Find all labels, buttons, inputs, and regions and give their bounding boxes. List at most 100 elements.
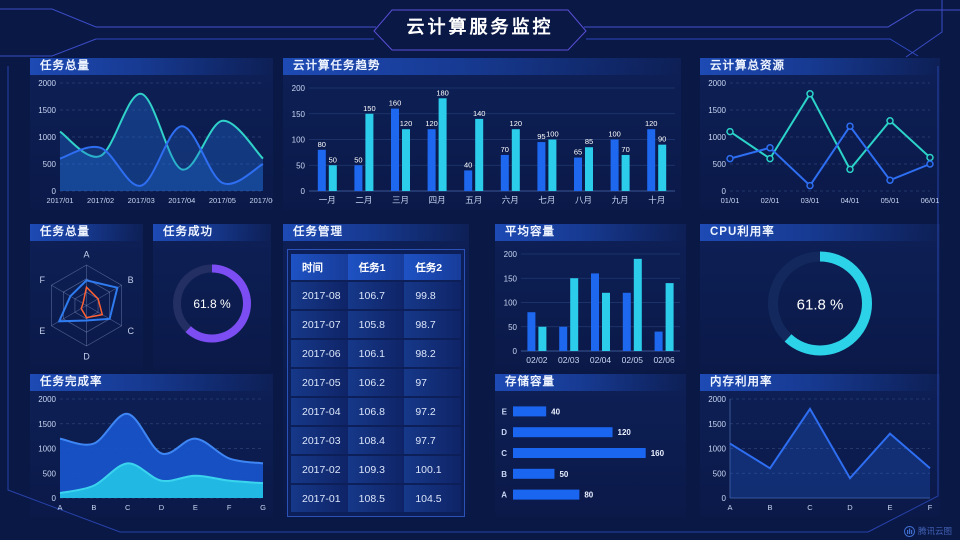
svg-text:三月: 三月: [392, 195, 409, 205]
panel-avg-capacity: 平均容量 0 50 100 150 200 02/02 02/03 02/04 02/05 02/…: [495, 224, 686, 370]
task-table: 时间 任务1 任务2 2017-08 106.7 99.8 2017-07 105.8 98.7…: [291, 252, 461, 514]
svg-text:50: 50: [354, 155, 362, 164]
table-row: 2017-08 106.7 99.8: [291, 282, 461, 309]
panel-task-completion: 任务完成率 0 500 1000 1500 2000 A B C D E F G: [30, 374, 273, 517]
svg-text:2017/04: 2017/04: [168, 196, 195, 205]
panel-title-bar: 云计算任务趋势: [283, 58, 681, 75]
svg-text:F: F: [928, 503, 933, 512]
table-cell: 97: [404, 369, 461, 396]
page-title: 云计算服务监控: [406, 17, 554, 37]
panel-memory-usage: 内存利用率 0 500 1000 1500 2000 A B C D E F: [700, 374, 940, 517]
table-cell: 105.8: [347, 311, 405, 338]
svg-text:80: 80: [584, 491, 593, 500]
table-cell: 2017-04: [291, 398, 348, 425]
panel-title-bar: 任务总量: [30, 58, 273, 75]
svg-text:50: 50: [329, 155, 337, 164]
table-row: 2017-02 109.3 100.1: [291, 456, 461, 483]
svg-text:500: 500: [713, 469, 727, 478]
svg-text:0: 0: [722, 187, 727, 196]
svg-text:160: 160: [389, 99, 402, 108]
cpu-usage-gauge-chart[interactable]: 61.8 %: [700, 241, 940, 366]
table-header-row: 时间 任务1 任务2: [291, 254, 461, 280]
svg-text:85: 85: [585, 137, 593, 146]
svg-text:90: 90: [658, 135, 666, 144]
svg-text:D: D: [501, 428, 507, 437]
svg-text:2017/06: 2017/06: [249, 196, 273, 205]
svg-text:1000: 1000: [708, 133, 726, 142]
svg-text:40: 40: [551, 407, 560, 416]
svg-text:150: 150: [363, 104, 376, 113]
table-cell: 2017-03: [291, 427, 348, 454]
svg-text:A: A: [83, 249, 89, 259]
task-completion-chart[interactable]: 0 500 1000 1500 2000 A B C D E F G: [30, 391, 273, 513]
panel-title-bar: 平均容量: [495, 224, 686, 241]
svg-text:150: 150: [292, 110, 306, 119]
panel-title-text: 云计算总资源: [710, 60, 785, 72]
panel-cpu-usage: CPU利用率 61.8 %: [700, 224, 940, 370]
svg-text:0: 0: [722, 494, 727, 503]
table-cell: 2017-08: [291, 282, 348, 309]
svg-text:D: D: [83, 352, 90, 362]
panel-title-text: 云计算任务趋势: [293, 60, 381, 72]
svg-text:九月: 九月: [612, 195, 629, 205]
svg-text:0: 0: [513, 347, 518, 356]
table-cell: 106.1: [347, 340, 405, 367]
task-success-gauge-chart[interactable]: 61.8 %: [153, 241, 271, 366]
svg-text:1000: 1000: [38, 133, 56, 142]
table-header-cell: 任务2: [404, 254, 461, 280]
memory-usage-chart[interactable]: 0 500 1000 1500 2000 A B C D E F: [700, 391, 940, 513]
svg-text:70: 70: [621, 145, 629, 154]
svg-text:四月: 四月: [429, 195, 446, 205]
svg-text:B: B: [767, 503, 772, 512]
table-row: 2017-04 106.8 97.2: [291, 398, 461, 425]
table-cell: 97.2: [404, 398, 461, 425]
svg-text:160: 160: [651, 449, 665, 458]
table-cell: 108.5: [347, 485, 405, 512]
svg-text:02/06: 02/06: [653, 355, 675, 365]
table-header-cell: 任务1: [347, 254, 405, 280]
svg-text:七月: 七月: [538, 195, 555, 205]
svg-text:0: 0: [52, 494, 57, 503]
table-cell: 2017-05: [291, 369, 348, 396]
svg-text:2017/02: 2017/02: [87, 196, 114, 205]
svg-text:04/01: 04/01: [841, 196, 860, 205]
svg-text:01/01: 01/01: [721, 196, 740, 205]
panel-title-text: 任务总量: [40, 60, 90, 72]
panel-task-table: 任务管理 时间 任务1 任务2 2017-08 106.7 99.8 2017-07 105.…: [283, 224, 469, 517]
svg-text:120: 120: [425, 119, 438, 128]
svg-text:65: 65: [574, 148, 582, 157]
panel-title-bar: CPU利用率: [700, 224, 940, 241]
svg-text:八月: 八月: [575, 195, 592, 205]
avg-capacity-chart[interactable]: 0 50 100 150 200 02/02 02/03 02/04 02/05 02/06: [495, 241, 686, 366]
panel-title-bar: 任务管理: [283, 224, 469, 241]
task-total-trend-chart[interactable]: 0 500 1000 1500 2000 2017/01 2017/02 2017/03 201…: [30, 75, 273, 206]
table-cell: 99.8: [404, 282, 461, 309]
cloud-task-trend-chart[interactable]: 0 50 100 150 200 一月 80 50 二月 50 150 三月 160 120 四月 120 18…: [283, 75, 681, 206]
svg-text:02/02: 02/02: [526, 355, 548, 365]
task-total-radar-chart[interactable]: A B C D E F: [30, 241, 143, 366]
panel-task-total: 任务总量 0 500 1000 1500 2000 2017/01 2017/02 2017/…: [30, 58, 273, 210]
svg-text:100: 100: [504, 299, 518, 308]
cloud-resources-chart[interactable]: 0 500 1000 1500 2000 01/01 02/01 03/01 04/01 05/0…: [700, 75, 940, 206]
task-table-container[interactable]: 时间 任务1 任务2 2017-08 106.7 99.8 2017-07 105.8 98.7…: [287, 249, 465, 517]
svg-text:A: A: [501, 491, 507, 500]
svg-text:2000: 2000: [38, 395, 56, 404]
svg-text:D: D: [847, 503, 853, 512]
table-cell: 108.4: [347, 427, 405, 454]
svg-text:180: 180: [436, 88, 449, 97]
svg-text:C: C: [127, 326, 134, 336]
table-cell: 106.7: [347, 282, 405, 309]
svg-text:02/05: 02/05: [622, 355, 644, 365]
svg-text:1000: 1000: [708, 445, 726, 454]
storage-capacity-chart[interactable]: E 40 D 120 C 160 B 50 A 80: [495, 391, 686, 513]
svg-text:C: C: [501, 449, 507, 458]
svg-text:2000: 2000: [708, 79, 726, 88]
watermark: 腾讯云图: [903, 525, 952, 537]
panel-title-text: 任务成功: [163, 226, 213, 238]
svg-text:120: 120: [645, 119, 658, 128]
panel-title-text: 任务管理: [293, 226, 343, 238]
svg-text:02/01: 02/01: [761, 196, 780, 205]
svg-text:500: 500: [713, 160, 727, 169]
svg-text:B: B: [91, 503, 96, 512]
svg-text:B: B: [501, 470, 507, 479]
